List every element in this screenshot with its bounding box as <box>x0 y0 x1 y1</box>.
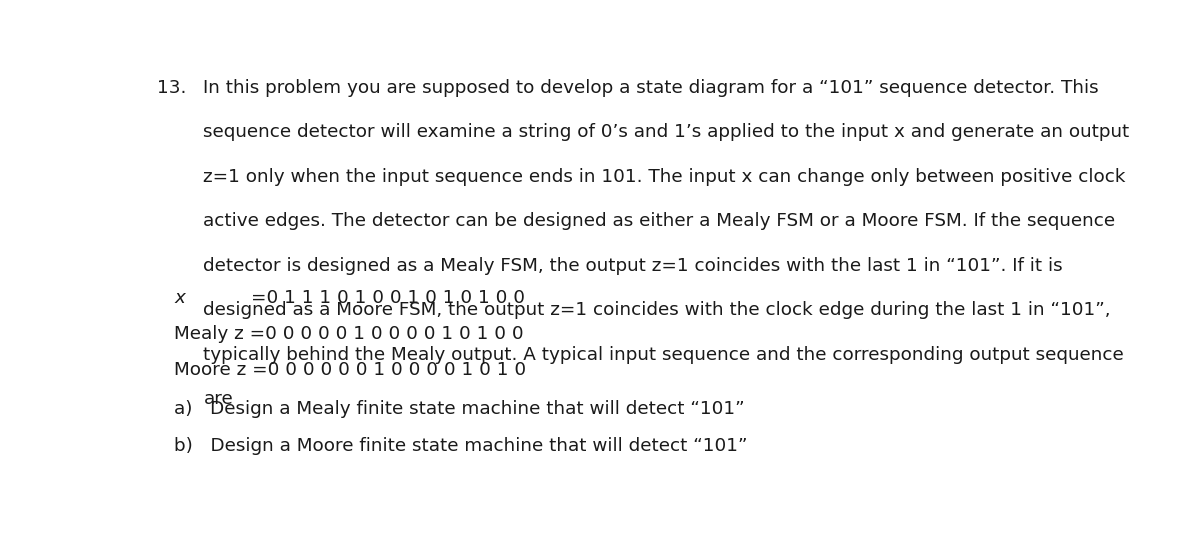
Text: designed as a Moore FSM, the output z=1 coincides with the clock edge during the: designed as a Moore FSM, the output z=1 … <box>204 301 1111 319</box>
Text: Mealy z =0 0 0 0 0 1 0 0 0 0 1 0 1 0 0: Mealy z =0 0 0 0 0 1 0 0 0 0 1 0 1 0 0 <box>174 325 524 343</box>
Text: 13.: 13. <box>157 79 187 97</box>
Text: active edges. The detector can be designed as either a Mealy FSM or a Moore FSM.: active edges. The detector can be design… <box>204 212 1116 230</box>
Text: are: are <box>204 390 233 408</box>
Text: x: x <box>174 289 185 307</box>
Text: In this problem you are supposed to develop a state diagram for a “101” sequence: In this problem you are supposed to deve… <box>204 79 1099 97</box>
Text: detector is designed as a Mealy FSM, the output z=1 coincides with the last 1 in: detector is designed as a Mealy FSM, the… <box>204 257 1063 274</box>
Text: a)   Design a Mealy finite state machine that will detect “101”: a) Design a Mealy finite state machine t… <box>174 400 745 418</box>
Text: z=1 only when the input sequence ends in 101. The input x can change only betwee: z=1 only when the input sequence ends in… <box>204 167 1126 186</box>
Text: typically behind the Mealy output. A typical input sequence and the correspondin: typically behind the Mealy output. A typ… <box>204 346 1124 364</box>
Text: sequence detector will examine a string of 0’s and 1’s applied to the input x an: sequence detector will examine a string … <box>204 123 1129 141</box>
Text: Moore z =0 0 0 0 0 0 1 0 0 0 0 1 0 1 0: Moore z =0 0 0 0 0 0 1 0 0 0 0 1 0 1 0 <box>174 361 527 379</box>
Text: =0 1 1 1 0 1 0 0 1 0 1 0 1 0 0: =0 1 1 1 0 1 0 0 1 0 1 0 1 0 0 <box>251 289 526 307</box>
Text: b)   Design a Moore finite state machine that will detect “101”: b) Design a Moore finite state machine t… <box>174 437 748 455</box>
